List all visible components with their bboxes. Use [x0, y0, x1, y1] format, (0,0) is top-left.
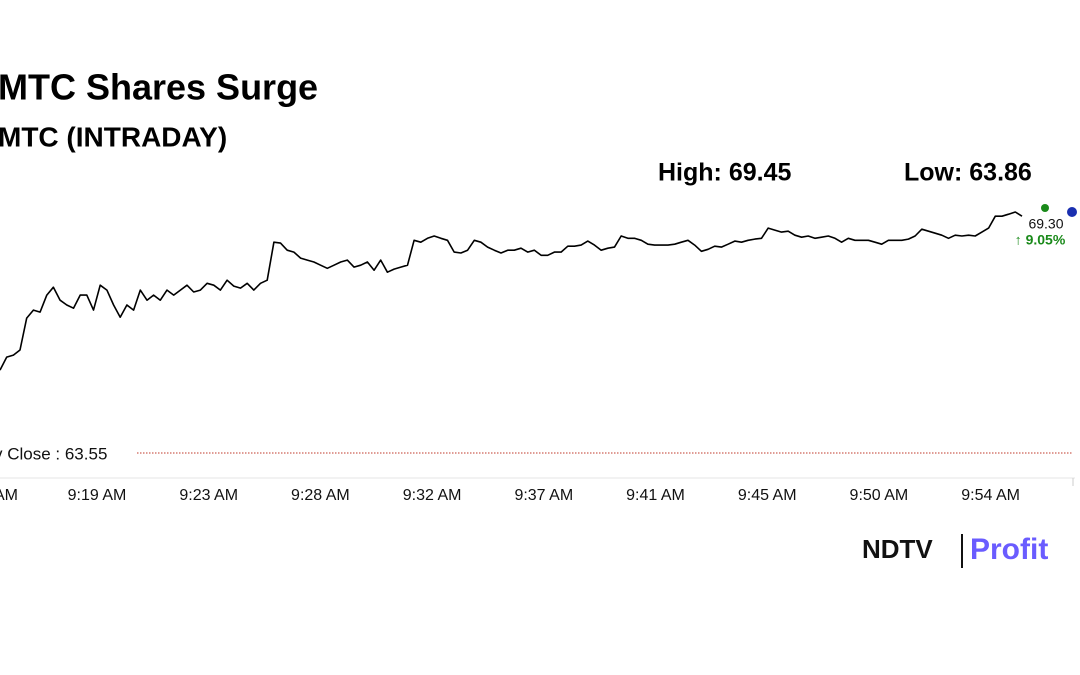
price-line [0, 211, 1023, 371]
logo-ndtv: NDTV [862, 534, 933, 564]
last-dot [1041, 204, 1049, 212]
x-tick-label: 9:50 AM [850, 487, 909, 504]
high-label: High: 69.45 [658, 159, 791, 187]
low-label: Low: 63.86 [904, 159, 1032, 187]
last-price: 69.30 [1028, 216, 1063, 232]
logo-profit: Profit [970, 533, 1048, 566]
x-tick-label: 9:28 AM [291, 487, 350, 504]
chart-title: MTC Shares Surge [0, 67, 318, 108]
x-tick-label: 9:19 AM [68, 487, 127, 504]
prev-close-label: v Close : 63.55 [0, 444, 107, 463]
x-tick-label: 9:41 AM [626, 487, 685, 504]
x-tick-label: 9:23 AM [179, 487, 238, 504]
x-tick-label: 9:32 AM [403, 487, 462, 504]
change-label: ↑ 9.05% [1015, 232, 1066, 248]
x-tick-label: 9:45 AM [738, 487, 797, 504]
x-tick-label: 9:37 AM [514, 487, 573, 504]
marker-dot [1067, 207, 1077, 217]
x-tick-label: AM [0, 487, 18, 504]
chart-subtitle: MTC (INTRADAY) [0, 121, 227, 152]
x-tick-label: 9:54 AM [961, 487, 1020, 504]
